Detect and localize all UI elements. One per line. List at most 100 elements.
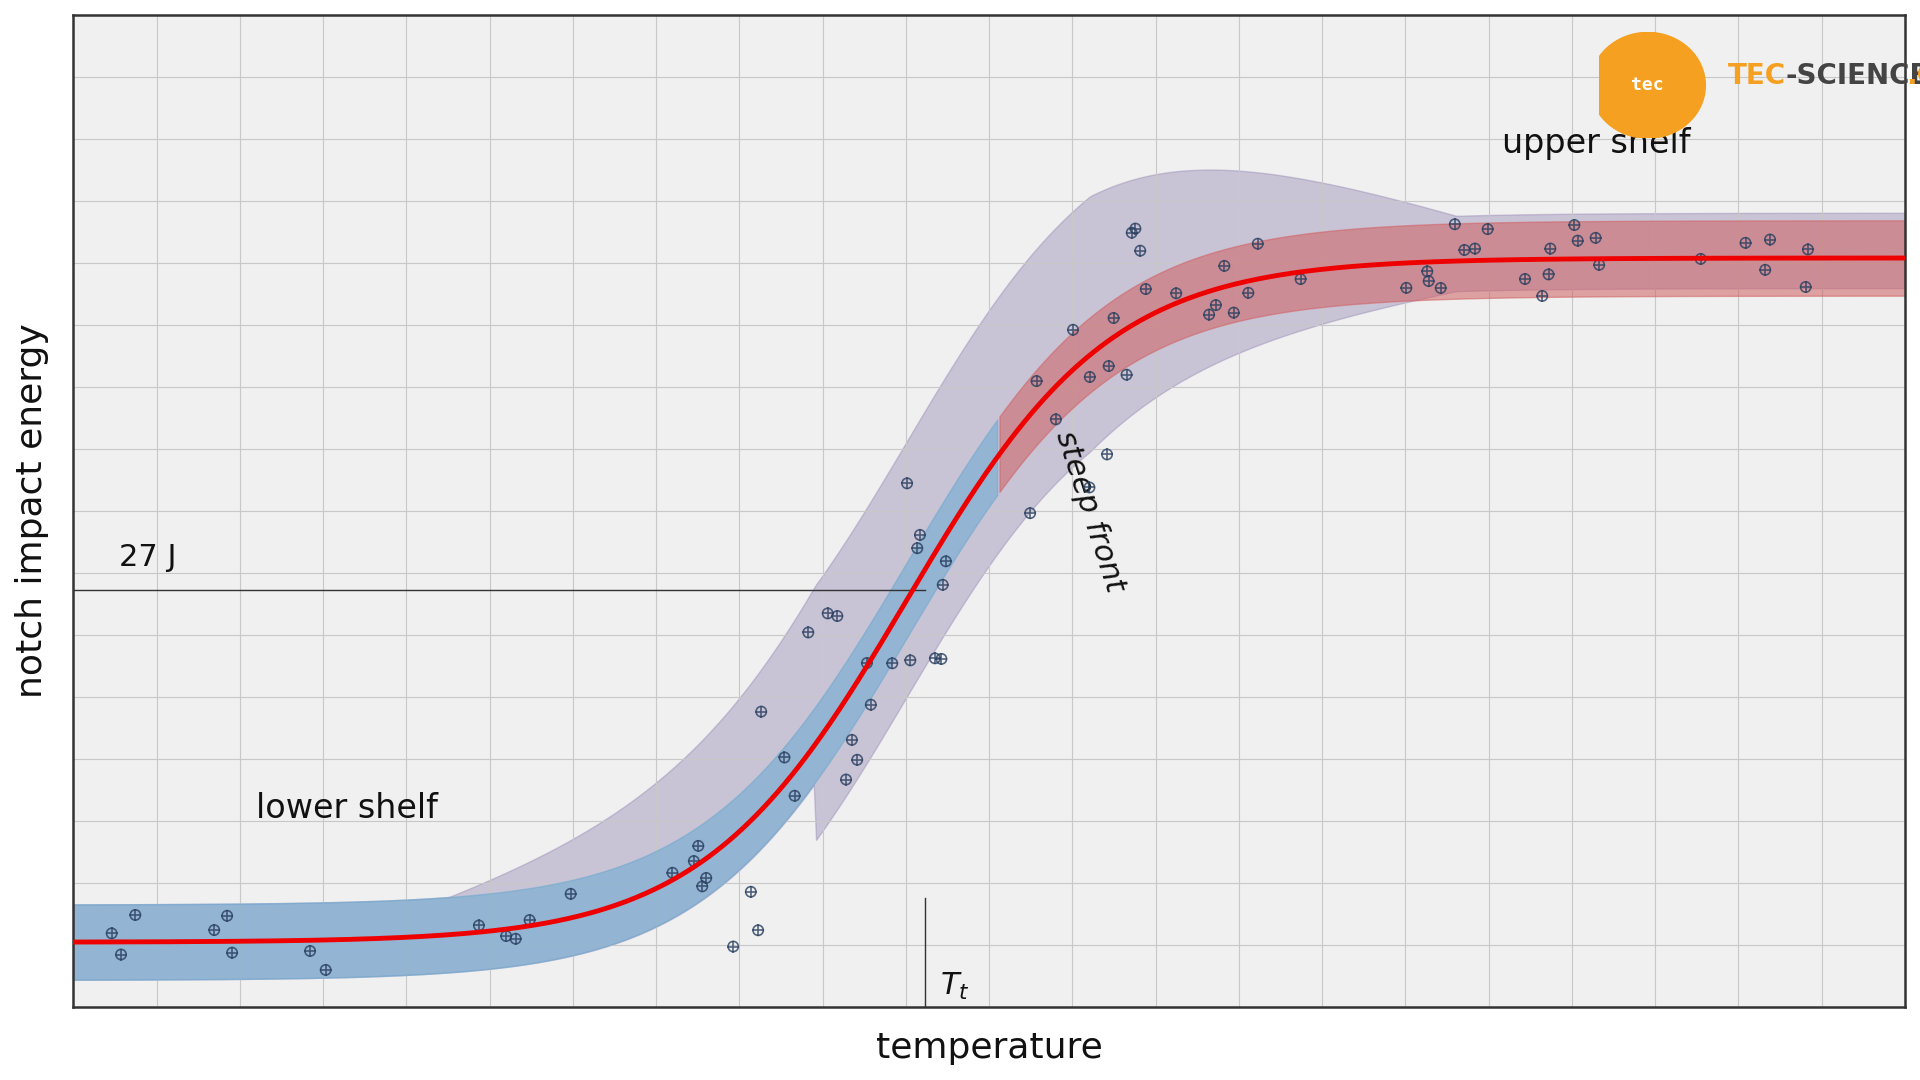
Point	[106, 946, 136, 963]
Point	[684, 837, 714, 854]
Point	[841, 752, 872, 769]
Point	[925, 650, 956, 667]
Point	[822, 607, 852, 624]
Point	[1116, 224, 1146, 241]
Point	[812, 605, 843, 622]
Point	[793, 624, 824, 642]
Point	[1058, 321, 1089, 338]
Point	[735, 883, 766, 901]
Point	[1119, 220, 1150, 238]
Point	[1392, 280, 1423, 297]
Point	[852, 654, 883, 672]
Point	[1098, 309, 1129, 326]
Point	[1686, 251, 1716, 268]
Point	[555, 886, 586, 903]
Point	[718, 937, 749, 955]
Point	[1284, 270, 1315, 287]
Point	[1563, 232, 1594, 249]
Point	[119, 906, 150, 923]
Point	[1098, 309, 1129, 326]
Point	[200, 921, 230, 939]
Point	[1580, 229, 1611, 246]
Point	[200, 921, 230, 939]
Point	[831, 771, 862, 788]
Point	[691, 869, 722, 887]
Point	[1749, 261, 1780, 279]
Point	[1534, 266, 1565, 283]
Point	[555, 886, 586, 903]
Point	[793, 624, 824, 642]
Point	[1425, 280, 1455, 297]
Point	[920, 650, 950, 667]
Point	[902, 540, 933, 557]
Text: lower shelf: lower shelf	[257, 792, 438, 825]
Point	[119, 906, 150, 923]
Point	[1534, 266, 1565, 283]
Point	[1584, 256, 1615, 273]
Point	[1534, 240, 1565, 257]
Point	[1131, 281, 1162, 298]
Point	[1413, 272, 1444, 289]
Point	[1440, 216, 1471, 233]
Point	[1425, 280, 1455, 297]
Point	[296, 943, 326, 960]
Point	[1016, 504, 1046, 522]
Point	[1584, 256, 1615, 273]
Point	[1092, 446, 1123, 463]
Point	[691, 869, 722, 887]
Point	[296, 943, 326, 960]
Point	[1686, 251, 1716, 268]
Point	[1411, 262, 1442, 280]
Point	[1162, 285, 1192, 302]
Point	[678, 852, 708, 869]
Point	[492, 928, 522, 945]
Point	[927, 576, 958, 593]
Point	[211, 907, 242, 924]
Point	[1092, 446, 1123, 463]
Y-axis label: notch impact energy: notch impact energy	[15, 324, 50, 699]
Point	[1112, 366, 1142, 383]
Point	[812, 605, 843, 622]
Text: tec: tec	[1632, 77, 1665, 94]
Point	[745, 703, 776, 720]
Point	[743, 921, 774, 939]
Point	[1509, 270, 1540, 287]
Point	[856, 696, 887, 713]
Text: -SCIENCE: -SCIENCE	[1786, 62, 1920, 90]
Point	[1075, 368, 1106, 386]
Point	[1526, 287, 1557, 305]
Point	[217, 944, 248, 961]
Point	[904, 526, 935, 543]
Point	[1058, 321, 1089, 338]
Point	[1284, 270, 1315, 287]
Point	[745, 703, 776, 720]
Point	[770, 748, 801, 766]
Point	[211, 907, 242, 924]
Point	[1411, 262, 1442, 280]
Point	[1041, 410, 1071, 428]
Point	[1073, 478, 1104, 496]
Point	[877, 654, 908, 672]
X-axis label: temperature: temperature	[876, 1031, 1102, 1065]
Point	[1473, 220, 1503, 238]
Point	[1210, 257, 1240, 274]
Point	[931, 553, 962, 570]
Point	[1075, 368, 1106, 386]
Point	[463, 917, 493, 934]
Point	[837, 731, 868, 748]
Point	[1092, 357, 1123, 375]
Point	[925, 650, 956, 667]
Point	[891, 475, 922, 492]
Point	[1580, 229, 1611, 246]
Point	[1112, 366, 1142, 383]
Point	[311, 961, 342, 978]
Point	[1534, 240, 1565, 257]
Point	[920, 650, 950, 667]
Point	[1789, 279, 1820, 296]
Text: $T_t$: $T_t$	[939, 971, 970, 1002]
Point	[1119, 220, 1150, 238]
Point	[1125, 242, 1156, 259]
Point	[1413, 272, 1444, 289]
Point	[1116, 224, 1146, 241]
Point	[492, 928, 522, 945]
